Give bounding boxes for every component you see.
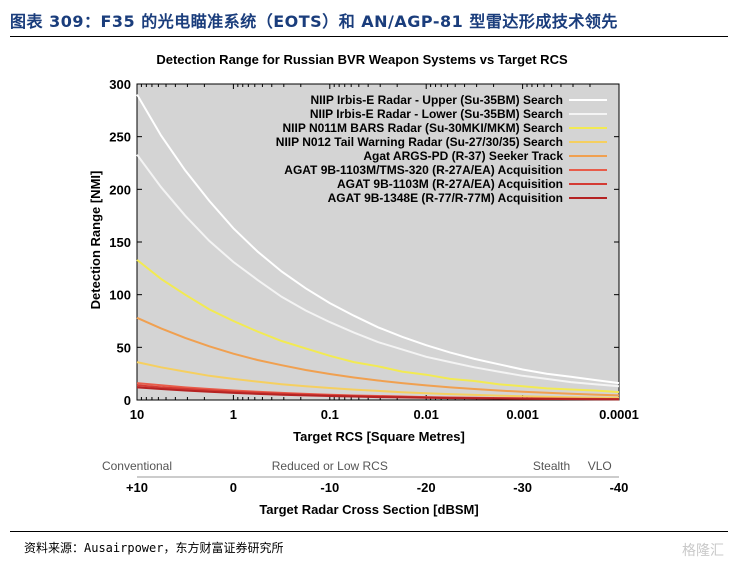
rcs-category-label: Reduced or Low RCS — [272, 459, 388, 473]
legend-label: Agat ARGS-PD (R-37) Seeker Track — [363, 149, 563, 163]
rcs-category-label: Conventional — [102, 459, 172, 473]
figure-title: 图表 309：F35 的光电瞄准系统（EOTS）和 AN/AGP-81 型雷达形… — [10, 12, 618, 31]
y-tick-label: 150 — [109, 235, 131, 250]
y-tick-label: 50 — [117, 340, 131, 355]
series-line-5 — [136, 316, 620, 397]
watermark-logo: 格隆汇 — [682, 543, 724, 559]
series-line-1 — [136, 93, 620, 385]
dbsm-tick-label: -40 — [610, 480, 629, 495]
legend-label: AGAT 9B-1348E (R-77/R-77M) Acquisition — [328, 191, 563, 205]
y-tick-label: 100 — [109, 288, 131, 303]
legend-label: NIIP Irbis-E Radar - Upper (Su-35BM) Sea… — [310, 93, 563, 107]
title-divider — [10, 36, 728, 37]
secondary-axis-label: Target Radar Cross Section [dBSM] — [259, 502, 478, 517]
series-line-8 — [136, 386, 620, 401]
source-divider — [10, 531, 728, 532]
legend-label: NIIP Irbis-E Radar - Lower (Su-35BM) Sea… — [310, 107, 563, 121]
axis-ticks: 0 50 100 150 200 250 300 10 1 0.1 0.01 0.001 0.0001 — [109, 77, 639, 422]
legend-label: AGAT 9B-1103M (R-27A/EA) Acquisition — [337, 177, 563, 191]
y-tick-label: 0 — [124, 393, 131, 408]
x-tick-label: 0.01 — [414, 407, 439, 422]
x-tick-label: 1 — [230, 407, 237, 422]
series-line-3 — [136, 259, 620, 394]
secondary-axis: +10 0 -10 -20 -30 -40 Conventional Reduced or L… — [102, 459, 628, 495]
y-axis-label: Detection Range [NMI] — [88, 171, 103, 310]
x-tick-label: 0.1 — [321, 407, 339, 422]
y-tick-label: 250 — [109, 130, 131, 145]
source-note: 资料来源：Ausairpower，东方财富证券研究所 — [24, 541, 284, 555]
dbsm-tick-label: -10 — [320, 480, 339, 495]
x-tick-label: 10 — [130, 407, 144, 422]
legend: NIIP Irbis-E Radar - Upper (Su-35BM) Sea… — [276, 93, 607, 205]
dbsm-tick-label: 0 — [230, 480, 237, 495]
legend-label: NIIP N012 Tail Warning Radar (Su-27/30/3… — [276, 135, 563, 149]
series-line-2 — [136, 154, 620, 388]
x-tick-label: 0.0001 — [599, 407, 639, 422]
x-tick-label: 0.001 — [506, 407, 539, 422]
series-line-4 — [136, 361, 620, 399]
rcs-category-label: Stealth — [533, 459, 570, 473]
dbsm-tick-label: -30 — [513, 480, 532, 495]
legend-label: AGAT 9B-1103M/TMS-320 (R-27A/EA) Acquisi… — [284, 163, 563, 177]
detection-range-chart: Detection Range for Russian BVR Weapon S… — [88, 52, 639, 517]
y-tick-label: 200 — [109, 182, 131, 197]
plot-area — [136, 83, 620, 401]
x-axis-label: Target RCS [Square Metres] — [293, 429, 465, 444]
y-tick-label: 300 — [109, 77, 131, 92]
rcs-category-label: VLO — [588, 459, 612, 473]
chart-title: Detection Range for Russian BVR Weapon S… — [156, 52, 568, 67]
series-lines — [136, 93, 620, 401]
plot-background — [136, 83, 620, 401]
dbsm-tick-label: +10 — [126, 480, 148, 495]
dbsm-tick-label: -20 — [417, 480, 436, 495]
legend-label: NIIP N011M BARS Radar (Su-30MKI/MKM) Sea… — [282, 121, 563, 135]
